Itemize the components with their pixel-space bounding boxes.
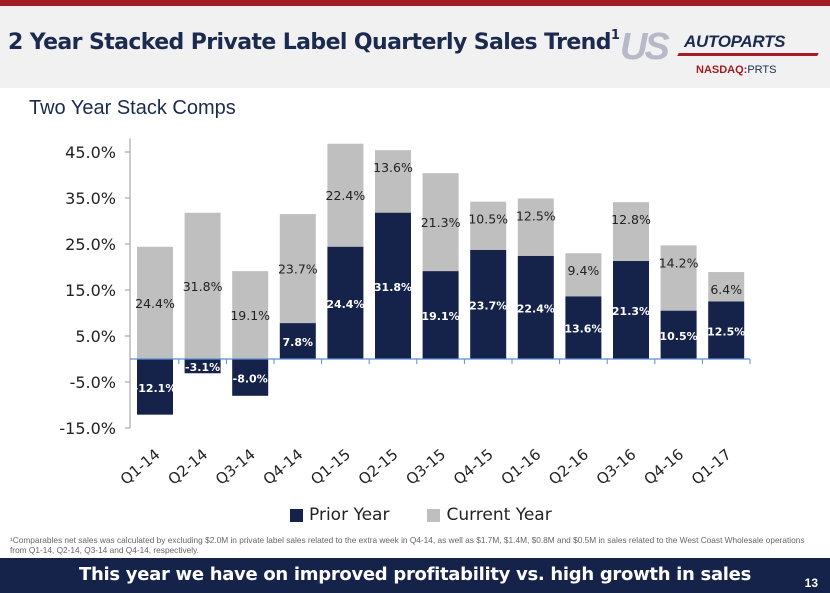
ticker-exchange: NASDAQ: <box>696 64 748 76</box>
bar-prior-year <box>327 246 364 359</box>
data-label-current-year: 19.1% <box>230 308 270 323</box>
data-label-prior-year: 22.4% <box>517 302 555 315</box>
bar-prior-year <box>184 359 221 374</box>
y-tick-label: -15.0% <box>59 419 116 438</box>
bar-current-year <box>470 201 507 250</box>
bar-prior-year <box>613 261 649 359</box>
bar-prior-year <box>708 301 745 359</box>
data-label-current-year: 31.8% <box>183 279 223 294</box>
data-label-prior-year: -12.1% <box>134 382 177 395</box>
x-category-label: Q1-14 <box>117 445 164 488</box>
data-label-prior-year: -8.0% <box>233 372 268 385</box>
x-category-label: Q1-16 <box>498 445 545 488</box>
legend-item-current-year: Current Year <box>427 505 552 525</box>
bar-prior-year <box>470 249 507 359</box>
data-label-prior-year: -3.1% <box>185 361 220 374</box>
slide-title: 2 Year Stacked Private Label Quarterly S… <box>8 28 620 55</box>
bar-current-year <box>137 246 173 359</box>
x-category-label: Q2-14 <box>164 445 211 488</box>
bar-prior-year <box>660 310 697 359</box>
ticker-label: NASDAQ:PRTS <box>696 64 776 76</box>
y-tick-label: 35.0% <box>65 189 116 208</box>
y-tick-label: 5.0% <box>75 327 116 346</box>
bottom-banner: This year we have on improved profitabil… <box>0 558 830 593</box>
footnote: ¹Comparables net sales was calculated by… <box>10 535 805 555</box>
data-label-prior-year: 7.8% <box>283 336 314 349</box>
data-label-prior-year: 31.8% <box>374 281 412 294</box>
data-label-current-year: 10.5% <box>468 212 508 227</box>
x-category-label: Q3-15 <box>402 445 449 488</box>
bar-current-year <box>565 253 602 297</box>
data-label-prior-year: 21.3% <box>612 305 650 318</box>
x-category-label: Q4-16 <box>640 445 687 488</box>
bar-current-year <box>613 202 649 262</box>
data-label-current-year: 9.4% <box>568 263 600 278</box>
x-category-label: Q2-15 <box>355 445 402 488</box>
ticker-symbol: PRTS <box>747 64 777 76</box>
x-category-label: Q2-16 <box>545 445 592 488</box>
data-label-current-year: 6.4% <box>710 282 742 297</box>
data-label-current-year: 22.4% <box>326 188 366 203</box>
data-label-prior-year: 19.1% <box>422 310 460 323</box>
y-tick-label: 15.0% <box>65 281 116 300</box>
bar-current-year <box>375 150 411 213</box>
x-category-label: Q4-14 <box>260 445 307 488</box>
bar-prior-year <box>232 359 269 396</box>
bar-current-year <box>517 198 554 256</box>
bar-current-year <box>660 245 697 311</box>
bar-prior-year <box>517 255 554 359</box>
data-label-prior-year: 12.5% <box>707 325 745 338</box>
bar-current-year <box>279 214 316 324</box>
data-label-current-year: 12.8% <box>611 212 651 227</box>
legend-swatch-prior-year <box>290 508 303 522</box>
bar-current-year <box>184 212 221 359</box>
slide-title-text: 2 Year Stacked Private Label Quarterly S… <box>8 30 611 55</box>
logo-us: US <box>620 26 670 68</box>
chart-subtitle: Two Year Stack Comps <box>29 97 236 119</box>
page-number: 13 <box>804 576 818 590</box>
data-label-current-year: 13.6% <box>373 160 413 175</box>
data-label-prior-year: 23.7% <box>469 299 507 312</box>
data-label-prior-year: 10.5% <box>660 330 698 343</box>
bar-prior-year <box>565 296 602 359</box>
x-category-label: Q4-15 <box>450 445 497 488</box>
bar-prior-year <box>422 271 459 359</box>
legend-swatch-current-year <box>427 508 441 522</box>
legend-label-current-year: Current Year <box>446 505 552 525</box>
top-accent-stripe <box>0 0 830 6</box>
data-label-current-year: 12.5% <box>516 208 556 223</box>
legend-label-prior-year: Prior Year <box>309 505 390 525</box>
legend-item-prior-year: Prior Year <box>290 505 389 525</box>
bar-prior-year <box>375 212 411 359</box>
company-logo: US AUTOPARTS <box>620 26 825 68</box>
data-label-prior-year: 13.6% <box>564 323 602 336</box>
slide-header: 2 Year Stacked Private Label Quarterly S… <box>0 6 830 88</box>
bar-current-year <box>232 271 269 359</box>
bar-current-year <box>422 173 459 272</box>
footnote-marker: 1 <box>610 28 620 43</box>
x-category-label: Q1-17 <box>688 445 735 488</box>
data-label-prior-year: 24.4% <box>326 298 364 311</box>
data-label-current-year: 23.7% <box>278 262 318 277</box>
x-category-label: Q3-14 <box>212 445 259 488</box>
y-tick-label: -5.0% <box>70 373 116 392</box>
data-label-current-year: 14.2% <box>659 255 699 270</box>
chart-legend: Prior Year Current Year <box>290 505 590 525</box>
banner-message: This year we have on improved profitabil… <box>79 564 751 585</box>
y-tick-label: 25.0% <box>65 235 116 254</box>
stacked-bar-chart: 45.0% 35.0% 25.0% 15.0% 5.0% -5.0% -15.0% -12.1… <box>59 138 751 489</box>
x-category-label: Q3-16 <box>593 445 640 488</box>
data-label-current-year: 21.3% <box>421 215 461 230</box>
bar-prior-year <box>279 323 316 359</box>
bar-current-year <box>708 272 745 302</box>
logo-swoosh-icon <box>677 53 819 56</box>
logo-autoparts: AUTOPARTS <box>684 32 786 51</box>
bar-prior-year <box>137 359 173 415</box>
bar-current-year <box>327 143 364 247</box>
data-label-current-year: 24.4% <box>135 296 175 311</box>
y-tick-label: 45.0% <box>65 143 116 162</box>
x-category-label: Q1-15 <box>307 445 354 488</box>
